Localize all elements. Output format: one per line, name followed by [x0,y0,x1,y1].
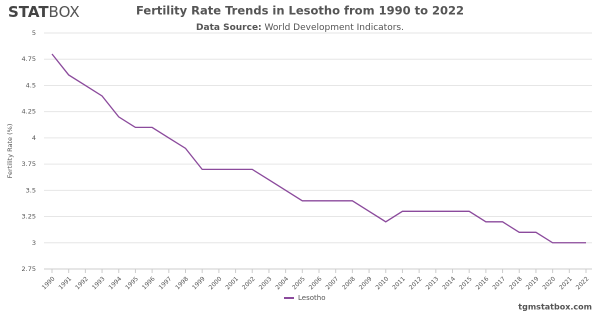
chart-title: Fertility Rate Trends in Lesotho from 19… [136,4,464,18]
x-tick-label: 2022 [575,275,591,291]
x-tick-label: 1995 [124,275,140,291]
x-tick-label: 1993 [91,275,107,291]
x-tick-label: 2010 [374,275,390,291]
x-tick-label: 2007 [324,275,340,291]
x-tick-label: 1990 [41,275,57,291]
x-tick-label: 2016 [475,275,491,291]
x-tick-label: 2009 [358,275,374,291]
x-tick-label: 2015 [458,275,474,291]
x-tick-label: 2018 [508,275,524,291]
x-tick-label: 1991 [57,275,73,291]
source-label: Data Source: [196,23,262,33]
y-tick-label: 2.75 [22,265,36,273]
x-tick-label: 2002 [241,275,257,291]
brand-bold: STAT [8,3,49,21]
footer: tgmstatbox.com [518,303,592,312]
x-tick-label: 2006 [308,275,324,291]
x-tick-label: 2020 [541,275,557,291]
y-tick-label: 3.25 [22,213,36,221]
x-tick-label: 1999 [191,275,207,291]
source-text: World Development Indicators. [265,23,404,33]
y-tick-label: 5 [32,29,36,37]
x-tick-label: 2004 [274,275,290,291]
x-tick-label: 1998 [174,275,190,291]
x-tick-label: 2005 [291,275,307,291]
x-tick-label: 1997 [158,275,174,291]
y-tick-label: 3.75 [22,160,36,168]
source: Data Source: World Development Indicator… [196,23,404,33]
x-tick-label: 1992 [74,275,90,291]
line [51,53,586,244]
y-axis-label: Fertility Rate (%) [6,124,14,179]
legend-label: Lesotho [298,294,325,302]
x-tick-label: 1996 [141,275,157,291]
x-tick-label: 2014 [441,275,457,291]
x-tick-label: 2000 [208,275,224,291]
y-tick-label: 4 [32,134,36,142]
y-tick-label: 3.5 [26,186,36,194]
x-tick-label: 2008 [341,275,357,291]
x-tick-label: 2003 [258,275,274,291]
x-tick-label: 2021 [558,275,574,291]
x-tick-label: 2017 [491,275,507,291]
x-tick-label: 2001 [224,275,240,291]
x-tick-label: 2019 [525,275,541,291]
y-tick-label: 3 [32,239,36,247]
x-tick-label: 1994 [107,275,123,291]
x-tick-label: 2013 [425,275,441,291]
y-tick-label: 4.75 [22,55,36,63]
x-tick-label: 2011 [391,275,407,291]
y-tick-label: 4.5 [26,81,36,89]
brand: STATBOX [8,3,80,21]
x-tick-label: 2012 [408,275,424,291]
brand-light: BOX [49,3,80,21]
y-tick-label: 4.25 [22,108,36,116]
